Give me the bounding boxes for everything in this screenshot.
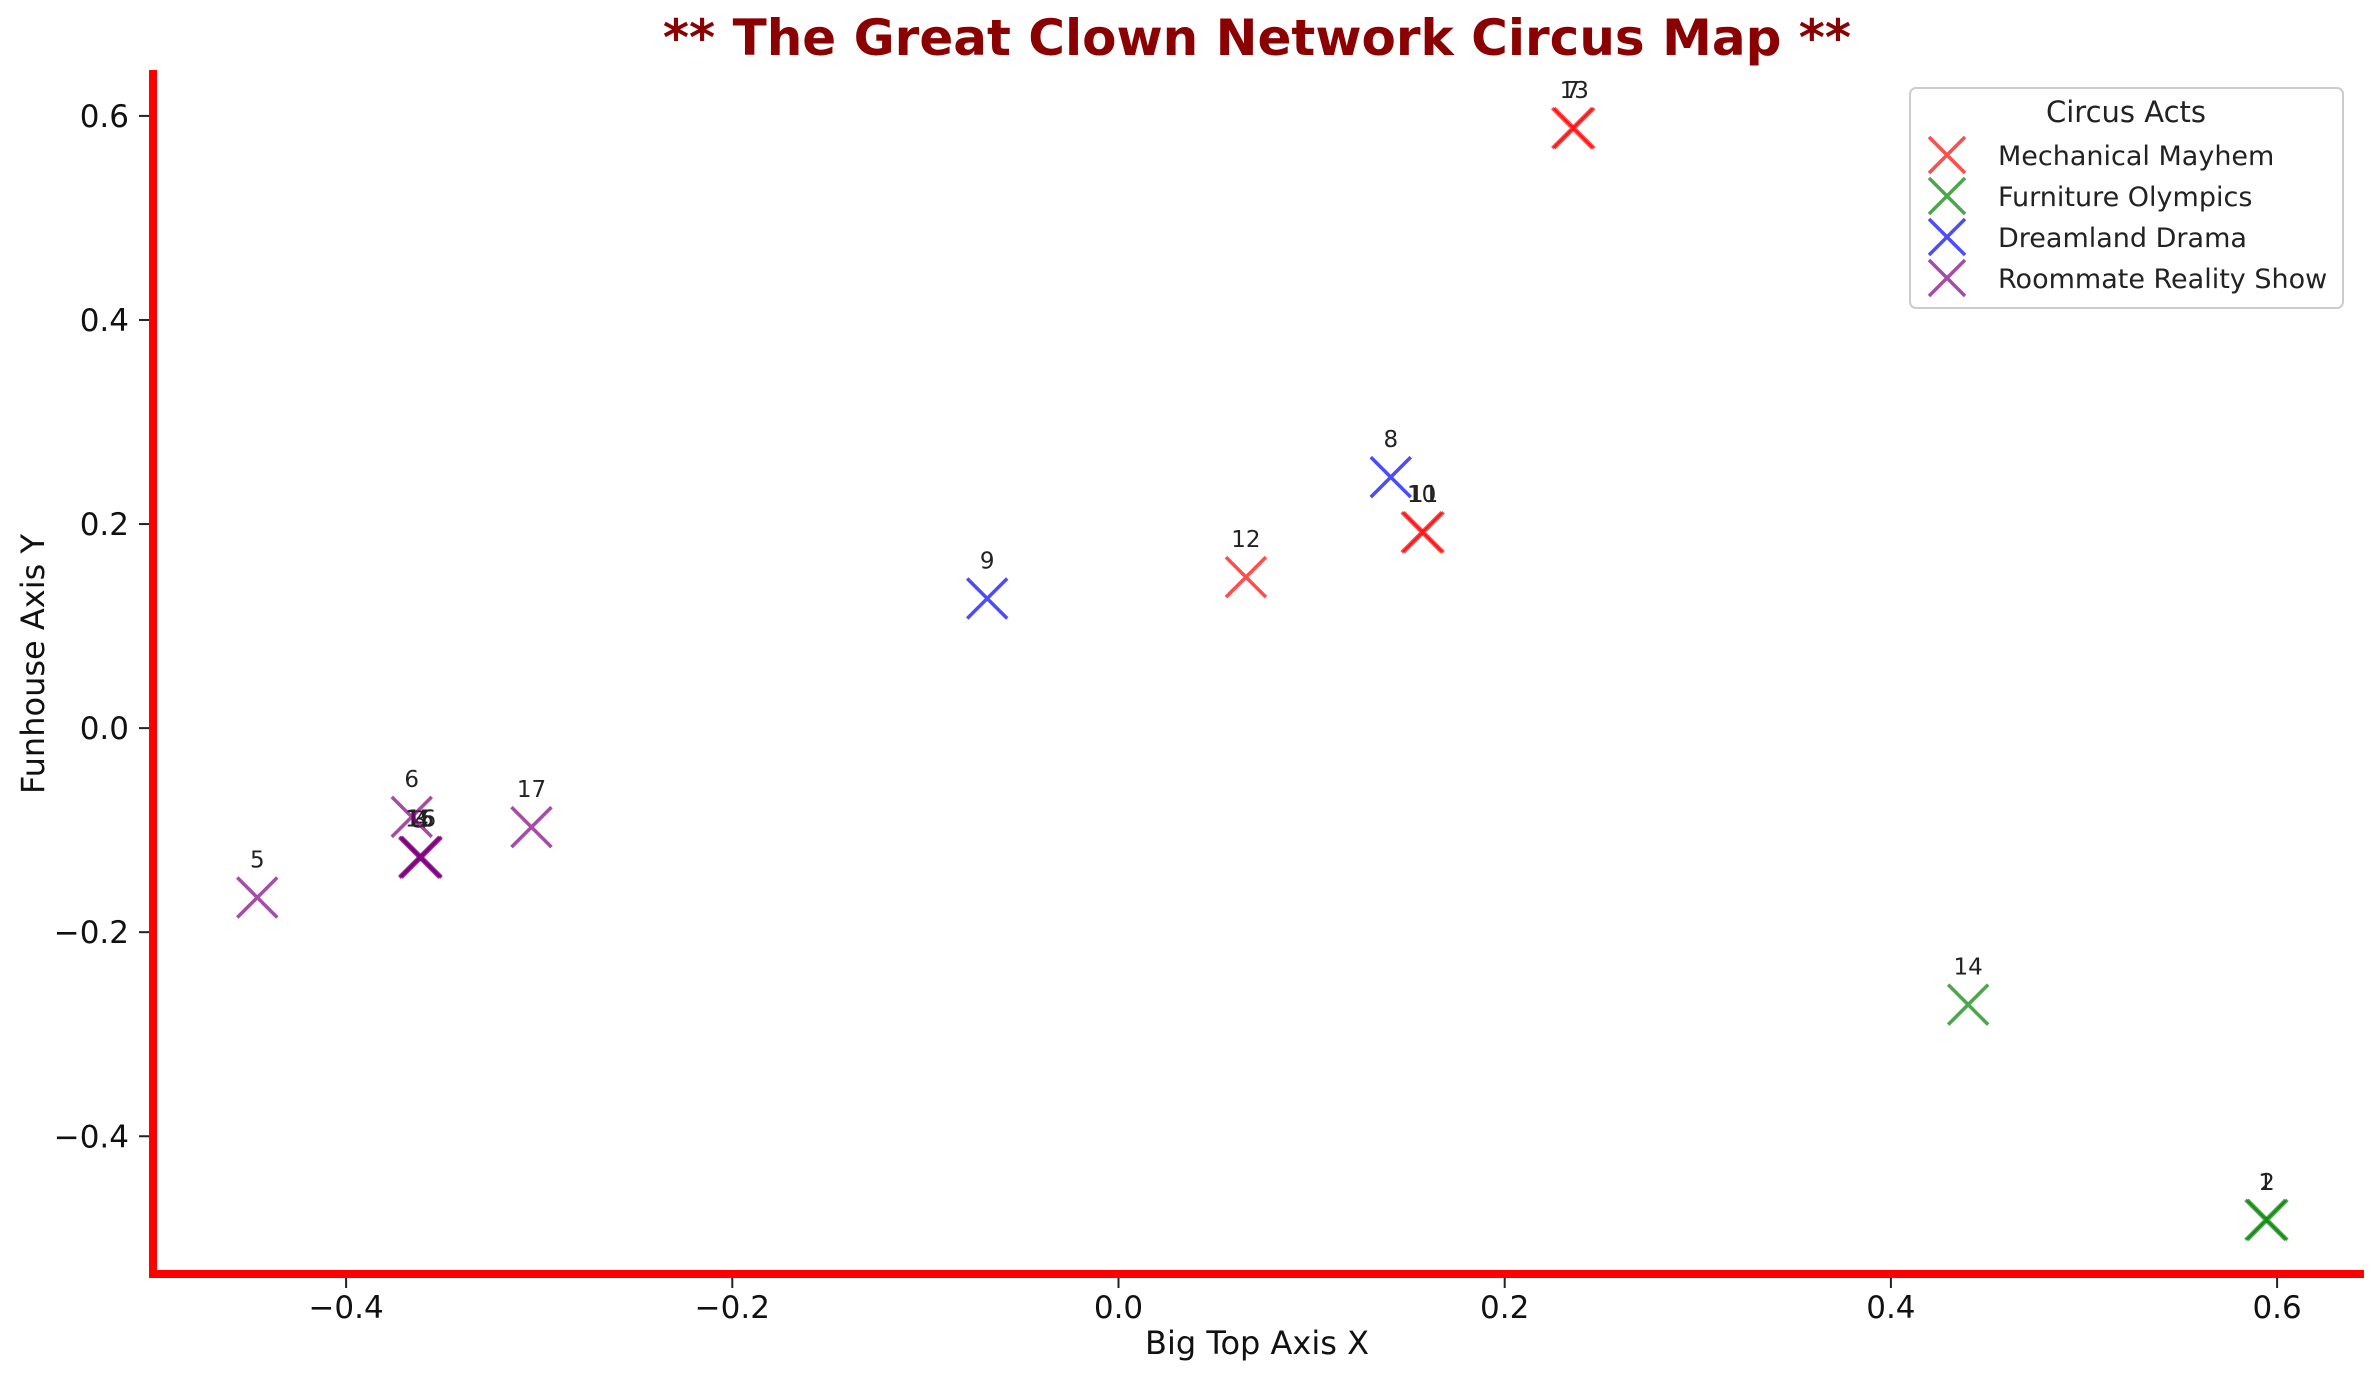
y-tick-label: 0.0: [80, 711, 129, 747]
data-point: [510, 805, 553, 849]
legend: Circus Acts Mechanical Mayhem Furniture O…: [1909, 87, 2344, 309]
x-tick-label: 0.0: [1094, 1290, 1143, 1326]
y-tick-label: 0.4: [80, 303, 129, 339]
y-tick-label: 0.6: [80, 99, 129, 135]
x-tick-label: 0.4: [1866, 1290, 1915, 1326]
x-tick-label: 0.2: [1480, 1290, 1529, 1326]
data-point: [2246, 1198, 2289, 1242]
legend-title: Circus Acts: [2046, 95, 2206, 129]
point-label: 13: [1560, 78, 1589, 104]
x-axis-label: Big Top Axis X: [1145, 1324, 1369, 1362]
chart-title: ** The Great Clown Network Circus Map **: [663, 9, 1851, 67]
y-tick-label: −0.2: [54, 915, 129, 951]
series: 12 14: [1946, 955, 2289, 1242]
legend-marker: [1927, 176, 1967, 216]
data-point: [390, 795, 433, 839]
x-tick-label: −0.2: [695, 1290, 770, 1326]
data-point: [236, 876, 279, 919]
series: 89: [965, 427, 1413, 620]
point-label: 11: [1409, 482, 1438, 508]
legend-entry: Roommate Reality Show: [1998, 264, 2327, 295]
point-label: 9: [980, 549, 995, 575]
point-label: 7: [1565, 78, 1580, 104]
point-label: 17: [517, 777, 546, 803]
y-axis-label: Funhouse Axis Y: [14, 534, 52, 794]
x-tick-label: 0.6: [2252, 1290, 2301, 1326]
point-label: 5: [250, 847, 265, 873]
y-tick-label: −0.4: [54, 1119, 129, 1155]
y-tick-label: 0.2: [80, 507, 129, 543]
legend-box: [1909, 87, 2344, 309]
data-point: [1946, 983, 1990, 1026]
legend-marker: [1927, 135, 1967, 175]
legend-items: Mechanical Mayhem Furniture Olympics Dream…: [1927, 135, 2327, 298]
legend-marker: [1927, 258, 1967, 298]
legend-marker: [1927, 217, 1967, 257]
point-label: 14: [1954, 955, 1983, 981]
point-label: 12: [1231, 527, 1260, 553]
legend-entry: Dreamland Drama: [1998, 223, 2247, 254]
data-point: [1224, 555, 1268, 599]
x-axis-ticks: −0.4 −0.2 0.0 0.2 0.4 0.6: [308, 1278, 2302, 1326]
point-label: 1: [2258, 1170, 2273, 1196]
point-label: 8: [1383, 427, 1398, 453]
legend-entry: Mechanical Mayhem: [1998, 141, 2274, 172]
y-axis-ticks: −0.4 −0.2 0.0 0.2 0.4 0.6: [54, 99, 149, 1155]
data-point: [1369, 455, 1413, 499]
data-point: [965, 577, 1009, 620]
legend-entry: Furniture Olympics: [1998, 182, 2252, 213]
point-label: 6: [404, 767, 419, 793]
point-label: 10: [1407, 482, 1436, 508]
point-label: 2: [2260, 1170, 2275, 1196]
point-label: 4: [414, 808, 429, 834]
data-point: [1552, 106, 1596, 150]
x-tick-label: −0.4: [308, 1290, 383, 1326]
data-point: [400, 835, 443, 878]
data-point: [1402, 510, 1445, 554]
